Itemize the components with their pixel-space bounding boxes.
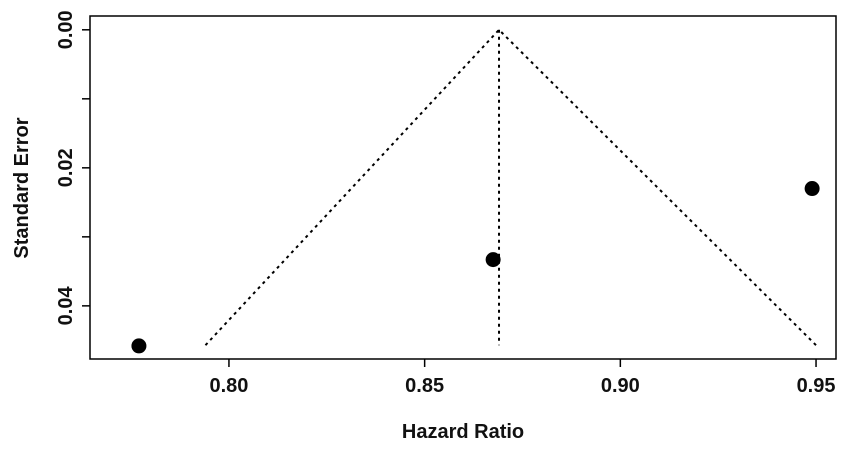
point [485, 252, 501, 268]
x-tick-label: 0.80 [209, 375, 248, 397]
y-tick-label: 0.02 [55, 148, 77, 187]
y-tick-label: 0.00 [55, 10, 77, 49]
y-axis-label: Standard Error [11, 117, 33, 258]
y-tick-label: 0.04 [55, 286, 77, 326]
x-tick-label: 0.95 [797, 375, 836, 397]
point [804, 181, 820, 197]
plot-frame [89, 15, 837, 360]
x-tick-label: 0.85 [405, 375, 444, 397]
x-tick-label: 0.90 [601, 375, 640, 397]
x-axis-label: Hazard Ratio [402, 421, 524, 443]
funnel-line [204, 28, 817, 346]
point [131, 338, 147, 354]
